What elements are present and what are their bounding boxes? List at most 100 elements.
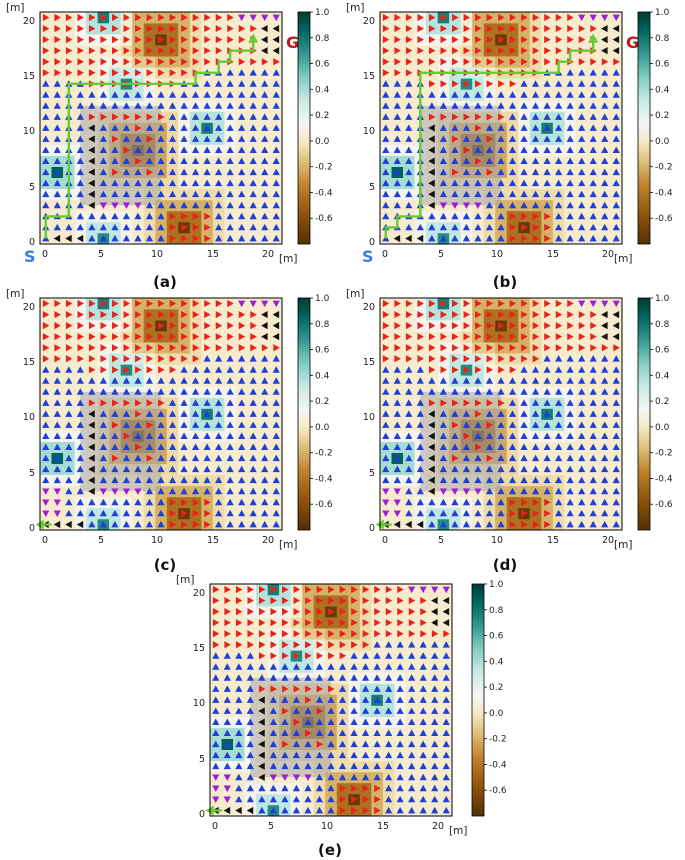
policy-arrow — [212, 619, 220, 627]
policy-arrow — [272, 487, 280, 495]
policy-arrow — [439, 432, 447, 439]
policy-arrow — [192, 355, 200, 363]
policy-arrow — [223, 774, 231, 781]
policy-arrow — [168, 113, 177, 120]
policy-arrow — [601, 36, 608, 44]
policy-arrow — [111, 488, 119, 495]
policy-arrow — [212, 707, 220, 714]
policy-arrow — [292, 774, 301, 781]
policy-arrow — [180, 388, 188, 395]
policy-arrow — [601, 388, 609, 395]
policy-arrow — [601, 201, 609, 209]
policy-arrow — [249, 476, 257, 484]
policy-arrow — [396, 685, 404, 692]
policy-arrow — [531, 388, 540, 395]
policy-arrow — [226, 465, 234, 473]
policy-arrow — [417, 355, 424, 363]
policy-arrow — [88, 36, 96, 44]
policy-arrow — [316, 707, 324, 715]
policy-arrow — [99, 157, 107, 165]
policy-arrow — [88, 377, 96, 384]
policy-arrow — [76, 443, 84, 451]
policy-arrow — [442, 586, 450, 594]
policy-arrow — [613, 344, 620, 352]
policy-arrow — [215, 388, 223, 395]
policy-arrow — [508, 454, 517, 462]
policy-arrow — [316, 685, 324, 693]
policy-arrow — [520, 377, 528, 384]
policy-arrow — [451, 102, 459, 109]
policy-arrow — [157, 377, 165, 384]
policy-arrow — [601, 58, 609, 66]
policy-arrow — [238, 124, 246, 131]
colorbar-tick-label: -0.6 — [489, 786, 507, 796]
policy-arrow — [53, 124, 61, 131]
policy-arrow — [544, 509, 551, 518]
goal-label-a: G — [286, 33, 299, 52]
policy-arrow — [351, 596, 358, 605]
policy-arrow — [416, 520, 424, 529]
policy-arrow — [452, 366, 459, 374]
policy-arrow — [212, 663, 220, 670]
policy-arrow — [203, 146, 211, 153]
policy-arrow — [428, 212, 436, 220]
policy-arrow — [361, 696, 370, 703]
policy-arrow — [112, 47, 119, 55]
policy-arrow — [439, 124, 447, 131]
policy-arrow — [431, 718, 439, 725]
policy-arrow — [543, 476, 551, 484]
policy-arrow — [315, 718, 324, 725]
policy-arrow — [351, 608, 358, 616]
policy-arrow — [462, 202, 471, 209]
policy-arrow — [385, 740, 393, 748]
policy-arrow — [261, 509, 269, 517]
policy-arrow — [235, 596, 243, 605]
policy-arrow — [544, 299, 551, 308]
policy-arrow — [555, 201, 563, 209]
policy-arrow — [589, 157, 597, 165]
policy-arrow — [442, 641, 450, 648]
policy-arrow — [589, 410, 597, 417]
policy-arrow — [122, 190, 131, 198]
policy-arrow — [521, 13, 528, 22]
policy-arrow — [305, 619, 312, 627]
policy-arrow — [531, 135, 540, 142]
policy-arrow — [417, 344, 424, 352]
policy-arrow — [65, 36, 73, 44]
policy-arrow — [339, 630, 347, 638]
policy-arrow — [192, 310, 200, 319]
policy-arrow — [498, 310, 505, 319]
policy-arrow — [215, 24, 223, 33]
policy-arrow — [578, 102, 586, 109]
policy-arrow — [566, 443, 574, 451]
policy-arrow — [281, 663, 289, 670]
policy-arrow — [249, 487, 257, 495]
policy-arrow — [181, 58, 188, 66]
policy-arrow — [145, 201, 154, 209]
policy-arrow — [339, 806, 347, 815]
policy-arrow — [238, 399, 246, 406]
policy-arrow — [566, 102, 574, 109]
policy-arrow — [169, 234, 177, 243]
policy-arrow — [223, 718, 231, 725]
policy-arrow — [215, 146, 223, 153]
policy-arrow — [258, 685, 266, 693]
policy-arrow — [180, 201, 188, 209]
policy-arrow — [258, 619, 266, 627]
policy-arrow — [328, 596, 335, 605]
policy-arrow — [272, 399, 280, 406]
policy-arrow — [42, 465, 50, 473]
policy-arrow — [180, 124, 188, 131]
policy-arrow — [428, 168, 435, 176]
policy-arrow — [361, 707, 370, 714]
policy-arrow — [204, 47, 211, 55]
policy-arrow — [212, 685, 220, 692]
policy-arrow — [393, 168, 401, 176]
policy-arrow — [382, 135, 390, 142]
colorbar-ticks-a: 1.00.80.60.40.20.0-0.2-0.4-0.6 — [310, 8, 333, 224]
policy-arrow — [394, 13, 401, 22]
policy-arrow — [338, 762, 347, 770]
policy-arrow — [261, 300, 269, 308]
policy-arrow — [65, 310, 73, 319]
policy-arrow — [181, 310, 188, 319]
